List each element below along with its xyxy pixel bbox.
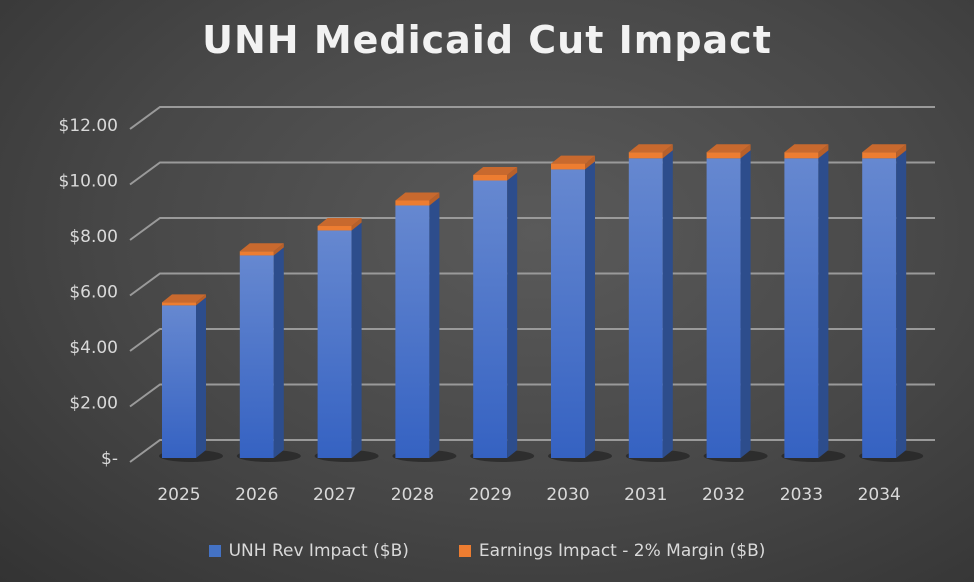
- bar-top: [473, 166, 518, 175]
- bar-side: [818, 144, 829, 159]
- bar-top: [317, 218, 362, 227]
- y-tick-label: $10.00: [59, 172, 118, 192]
- gridline: [129, 383, 935, 408]
- bar-revenue-2033: [784, 158, 819, 459]
- bar-side: [740, 144, 751, 159]
- bar-side: [896, 144, 907, 159]
- legend-swatch-earnings: [458, 545, 471, 557]
- bar-side: [507, 166, 518, 181]
- bar-earnings-2026: [239, 251, 274, 256]
- bar-side: [196, 294, 206, 306]
- bar-earnings-2032: [706, 152, 741, 159]
- x-tick-label: 2033: [780, 485, 823, 505]
- bar-earnings-2034: [862, 152, 897, 159]
- bar-side: [351, 218, 362, 231]
- bar-top: [551, 155, 595, 164]
- x-tick-label: 2034: [858, 485, 901, 505]
- y-tick-label: $2.00: [69, 394, 118, 414]
- gridline: [129, 439, 935, 463]
- bar-revenue-2032: [706, 158, 741, 459]
- x-tick-label: 2026: [235, 485, 278, 505]
- bar-top: [706, 144, 751, 153]
- y-tick-label: $6.00: [69, 283, 118, 303]
- bar-earnings-2025: [162, 302, 196, 306]
- x-tick-label: 2031: [624, 485, 667, 505]
- bar-side: [273, 243, 284, 256]
- bar-side: [273, 247, 284, 458]
- bar-side: [740, 150, 751, 459]
- legend-label-revenue: UNH Rev Impact ($B): [228, 541, 409, 561]
- bar-side: [351, 222, 362, 458]
- bar-side: [896, 150, 907, 459]
- bar-side: [818, 150, 829, 459]
- bar-revenue-2028: [395, 205, 430, 458]
- bar-revenue-2026: [239, 255, 274, 458]
- x-tick-label: 2032: [702, 485, 745, 505]
- y-tick-label: $4.00: [69, 338, 118, 358]
- x-tick-label: 2027: [313, 485, 356, 505]
- bar-top: [162, 294, 206, 303]
- bar-side: [585, 161, 595, 458]
- legend-item-earnings: Earnings Impact - 2% Margin ($B): [458, 541, 766, 561]
- bar-earnings-2031: [628, 152, 663, 159]
- legend-swatch-revenue: [208, 545, 221, 557]
- bar-side: [507, 172, 518, 458]
- bar-revenue-2034: [862, 158, 897, 459]
- legend-label-earnings: Earnings Impact - 2% Margin ($B): [478, 541, 766, 561]
- bar-revenue-2027: [317, 230, 352, 458]
- gridline: [129, 106, 935, 130]
- bar-top: [862, 144, 907, 153]
- bar-side: [429, 192, 440, 206]
- bar-revenue-2031: [628, 158, 663, 459]
- y-tick-label: $8.00: [69, 227, 118, 247]
- bar-earnings-2027: [317, 226, 352, 231]
- legend: UNH Rev Impact ($B) Earnings Impact - 2%…: [0, 541, 974, 561]
- bar-top: [628, 144, 673, 153]
- legend-item-revenue: UNH Rev Impact ($B): [208, 541, 409, 561]
- bar-side: [662, 150, 673, 459]
- x-tick-label: 2030: [546, 485, 589, 505]
- bar-side: [585, 155, 595, 170]
- gridline: [129, 161, 935, 186]
- bar-earnings-2033: [784, 152, 819, 159]
- x-tick-label: 2028: [391, 485, 434, 505]
- bar-revenue-2029: [473, 180, 508, 458]
- bar-top: [239, 243, 284, 252]
- x-tick-label: 2029: [469, 485, 512, 505]
- y-tick-label: $12.00: [59, 116, 118, 136]
- bar-revenue-2030: [551, 169, 585, 458]
- bar-earnings-2030: [551, 163, 585, 170]
- chart-title: UNH Medicaid Cut Impact: [202, 18, 772, 62]
- bar-earnings-2029: [473, 174, 508, 181]
- gridline: [129, 272, 935, 297]
- bar-earnings-2028: [395, 200, 430, 206]
- bar-side: [196, 297, 206, 458]
- x-tick-label: 2025: [157, 485, 200, 505]
- bar-top: [395, 192, 440, 201]
- bar-top: [784, 144, 829, 153]
- bar-revenue-2025: [162, 305, 196, 458]
- gridline: [129, 328, 935, 352]
- bar-side: [429, 197, 440, 458]
- gridline: [129, 217, 935, 241]
- y-tick-label: $-: [101, 449, 118, 469]
- bar-side: [662, 144, 673, 159]
